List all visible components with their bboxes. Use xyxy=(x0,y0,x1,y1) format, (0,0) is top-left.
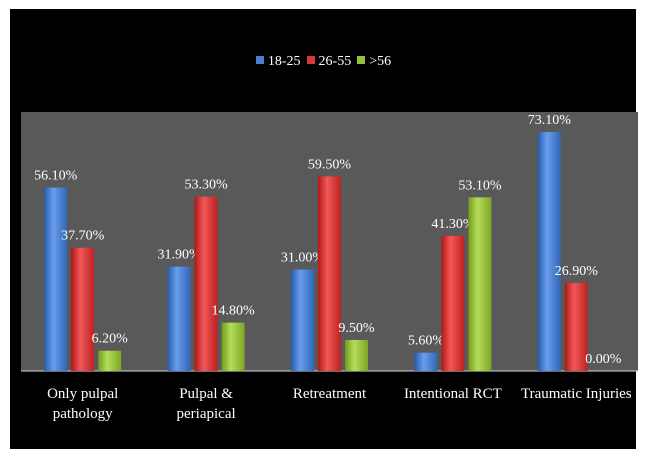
data-label: 6.20% xyxy=(92,332,129,347)
legend-label: 18-25 xyxy=(267,54,301,69)
data-label: 14.80% xyxy=(212,304,256,319)
category-label: Pulpal & xyxy=(179,386,233,402)
data-label: 26.90% xyxy=(555,264,599,279)
data-label: 0.00% xyxy=(585,352,622,367)
data-label: 9.50% xyxy=(338,321,375,336)
bar-1825-2 xyxy=(167,266,191,371)
legend-item: >56 xyxy=(357,54,391,70)
legend-item: 18-25 xyxy=(255,54,301,70)
category-label: Retreatment xyxy=(293,386,367,402)
category-label: Intentional RCT xyxy=(404,386,502,402)
bar-1825-3 xyxy=(291,269,314,371)
bar-2655-4 xyxy=(441,235,465,371)
legend-swatch xyxy=(357,56,366,64)
data-label: 59.50% xyxy=(308,157,352,172)
legend-item: 26-55 xyxy=(306,54,352,70)
category-label: Traumatic Injuries xyxy=(521,386,632,402)
data-label: 31.90% xyxy=(158,248,202,263)
bar-2655-1 xyxy=(71,247,95,371)
legend-swatch xyxy=(255,56,264,64)
data-label: 5.60% xyxy=(408,334,445,349)
bar-2655-2 xyxy=(194,196,218,371)
bar-1825-5 xyxy=(537,131,561,371)
bar-56-2 xyxy=(221,322,245,371)
legend: 18-25 26-55 >56 xyxy=(0,54,647,70)
category-label: Only pulpal xyxy=(47,386,118,402)
bar-1825-4 xyxy=(414,352,438,371)
data-label: 53.30% xyxy=(185,178,229,193)
data-label: 31.00% xyxy=(281,251,325,266)
bar-56-4 xyxy=(468,197,492,371)
bar-1825-1 xyxy=(44,187,68,371)
bar-56-1 xyxy=(98,350,122,371)
category-label: periapical xyxy=(177,406,236,422)
bar-2655-5 xyxy=(564,283,588,371)
legend-label: 26-55 xyxy=(318,54,352,69)
data-label: 56.10% xyxy=(34,169,78,184)
legend-swatch xyxy=(306,56,315,64)
data-label: 37.70% xyxy=(61,229,105,244)
category-label: pathology xyxy=(53,406,113,422)
data-label: 41.30% xyxy=(431,217,475,232)
legend-label: >56 xyxy=(369,54,392,69)
data-label: 53.10% xyxy=(458,178,502,193)
bar-2655-3 xyxy=(318,176,341,371)
data-label: 73.10% xyxy=(528,113,572,128)
bar-56-3 xyxy=(345,339,368,371)
